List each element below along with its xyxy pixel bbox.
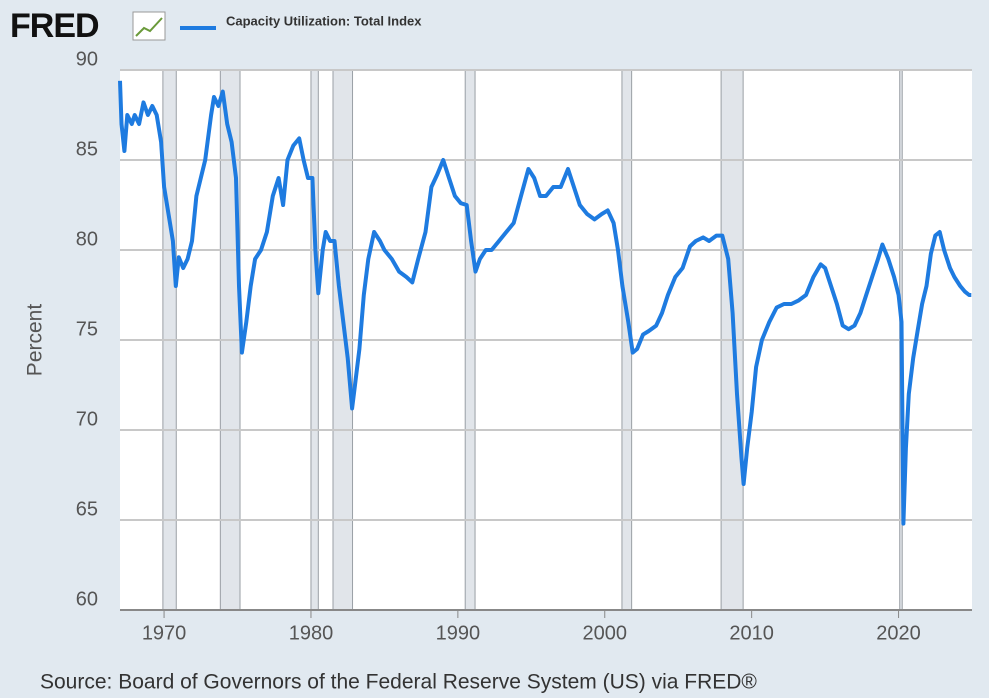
x-tick-label: 1980: [289, 622, 334, 644]
y-tick-label: 60: [76, 588, 98, 610]
y-tick-label: 75: [76, 318, 98, 340]
y-tick-label: 65: [76, 498, 98, 520]
y-tick-label: 80: [76, 228, 98, 250]
x-tick-label: 2010: [729, 622, 774, 644]
x-tick-label: 2020: [876, 622, 921, 644]
source: Source: Board of Governors of the Federa…: [40, 671, 757, 694]
logo: FRED: [10, 7, 99, 45]
x-tick-label: 1970: [142, 622, 187, 644]
legend-label: Capacity Utilization: Total Index: [226, 13, 422, 28]
y-tick-label: 70: [76, 408, 98, 430]
y-tick-label: 85: [76, 138, 98, 160]
x-tick-label: 1990: [436, 622, 481, 644]
logo-icon: [132, 11, 166, 41]
y-tick-label: 90: [76, 48, 98, 70]
y-axis-label: Percent: [24, 304, 47, 377]
x-tick-label: 2000: [583, 622, 628, 644]
data-line: [118, 80, 972, 526]
